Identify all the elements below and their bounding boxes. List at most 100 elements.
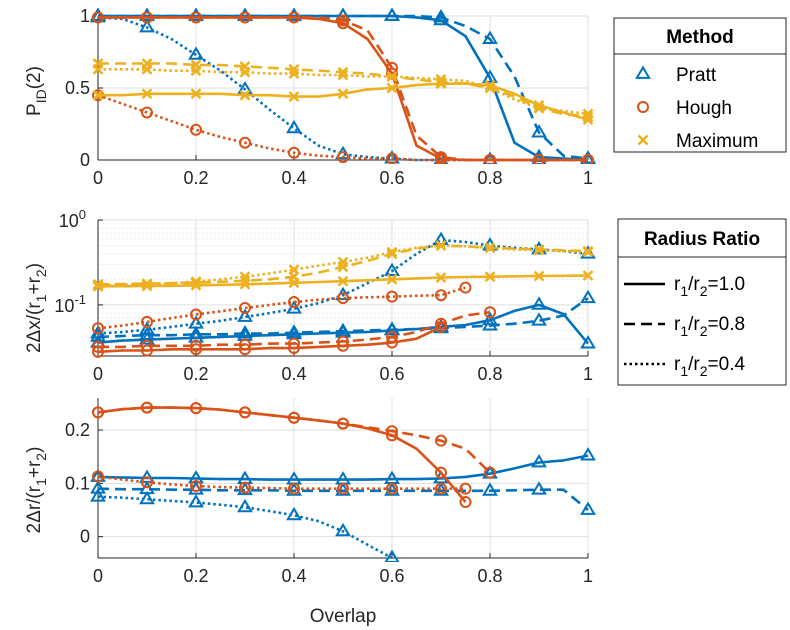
marker-hough <box>386 152 398 164</box>
x-tick-label: 0.8 <box>477 364 502 384</box>
marker-hough <box>288 146 300 159</box>
marker-hough <box>484 466 496 479</box>
series-line-pratt-0_4 <box>97 238 589 335</box>
marker-pratt <box>482 482 498 496</box>
y-tick-label: 0.5 <box>65 78 90 98</box>
marker-maximum <box>92 89 104 101</box>
series-group <box>90 8 596 164</box>
marker-maximum <box>386 246 398 258</box>
x-tick-label: 0.4 <box>281 364 306 384</box>
marker-hough <box>190 343 202 356</box>
marker-maximum <box>92 63 104 75</box>
marker-hough <box>386 61 398 74</box>
marker-pratt <box>90 480 106 494</box>
marker-pratt <box>580 447 596 461</box>
series-line-hough-0_4 <box>97 475 466 490</box>
legend-marker-maximum <box>637 134 649 146</box>
marker-maximum <box>435 73 447 85</box>
marker-maximum <box>239 271 251 283</box>
marker-hough <box>386 67 398 80</box>
marker-pratt <box>237 498 253 513</box>
marker-maximum <box>337 256 349 268</box>
marker-maximum <box>141 278 153 290</box>
series-line-pratt-0_8 <box>97 487 589 512</box>
marker-hough <box>288 296 300 309</box>
y-tick-label: 0.2 <box>65 420 90 440</box>
marker-maximum <box>92 279 104 291</box>
marker-hough <box>435 434 447 447</box>
marker-hough <box>92 11 104 24</box>
series-line-hough-0_4 <box>97 286 466 330</box>
marker-maximum <box>141 88 153 100</box>
marker-pratt <box>286 8 302 21</box>
y-tick-label: 100 <box>59 207 86 231</box>
series-line-pratt-0_8 <box>97 297 589 339</box>
marker-maximum <box>484 271 496 283</box>
marker-hough <box>141 476 153 489</box>
marker-pratt <box>286 506 302 521</box>
marker-maximum <box>190 88 202 100</box>
marker-pratt <box>237 470 253 484</box>
series-line-pratt-1_0 <box>97 303 590 345</box>
legend-label-ratio-0_8: r1/r2=0.8 <box>674 314 745 339</box>
x-tick-label: 0.2 <box>183 566 208 586</box>
marker-pratt <box>237 8 253 21</box>
marker-hough <box>386 330 398 343</box>
marker-hough <box>533 154 545 164</box>
marker-hough <box>386 482 398 495</box>
marker-hough <box>141 106 153 119</box>
marker-maximum <box>533 102 545 114</box>
marker-hough <box>190 11 202 24</box>
marker-pratt <box>188 8 204 21</box>
marker-hough <box>435 482 447 495</box>
marker-maximum <box>484 82 496 94</box>
x-tick-label: 0.2 <box>183 168 208 188</box>
marker-maximum <box>337 88 349 100</box>
legend-ratio-title: Radius Ratio <box>644 229 760 250</box>
legend-label-ratio-0_4: r1/r2=0.4 <box>674 354 745 379</box>
x-tick-label: 0.8 <box>477 566 502 586</box>
marker-maximum <box>337 275 349 287</box>
x-tick-label: 0.2 <box>183 364 208 384</box>
marker-maximum <box>141 63 153 75</box>
legend-label-pratt: Pratt <box>676 65 717 86</box>
series-line-maximum-1_0 <box>98 82 589 121</box>
marker-pratt <box>580 335 596 349</box>
marker-hough <box>459 496 472 508</box>
marker-hough <box>190 308 202 321</box>
marker-hough <box>239 406 251 419</box>
panel-pid: 0 0.2 0.4 0.6 0.8 1 0 0.5 1 <box>65 6 596 188</box>
marker-pratt <box>286 119 302 134</box>
marker-pratt <box>531 312 547 326</box>
marker-maximum <box>239 89 251 101</box>
marker-hough <box>190 402 202 415</box>
marker-maximum <box>533 244 545 256</box>
legend-label-hough: Hough <box>676 98 732 119</box>
marker-hough <box>92 340 104 353</box>
marker-hough <box>459 281 472 294</box>
marker-pratt <box>531 124 547 138</box>
marker-pratt <box>237 325 253 339</box>
series-line-pratt-0_4 <box>97 495 393 560</box>
series-line-hough-0_8 <box>98 16 588 162</box>
marker-maximum <box>386 71 398 82</box>
series-group <box>90 401 596 562</box>
panel-dr: 0 0.2 0.4 0.6 0.8 1 0 0.1 0.2 <box>65 398 596 586</box>
marker-maximum <box>582 270 594 281</box>
marker-maximum <box>435 272 447 283</box>
legend-ratio: Radius Ratio r1/r2=1.0 r1/r2=0.8 r1/r2=0.4 <box>617 218 787 386</box>
marker-hough <box>337 14 349 27</box>
marker-hough <box>239 343 251 356</box>
marker-hough <box>288 482 300 495</box>
marker-maximum <box>288 91 300 103</box>
y-tick-label: 0 <box>80 150 90 170</box>
x-tick-label: 0 <box>93 364 103 384</box>
x-tick-label: 0.6 <box>379 364 404 384</box>
marker-maximum <box>582 111 594 123</box>
marker-hough <box>337 335 349 348</box>
marker-pratt <box>384 150 400 164</box>
marker-hough <box>386 290 398 303</box>
marker-pratt <box>237 481 253 496</box>
marker-hough <box>459 482 472 495</box>
marker-hough <box>141 344 153 357</box>
